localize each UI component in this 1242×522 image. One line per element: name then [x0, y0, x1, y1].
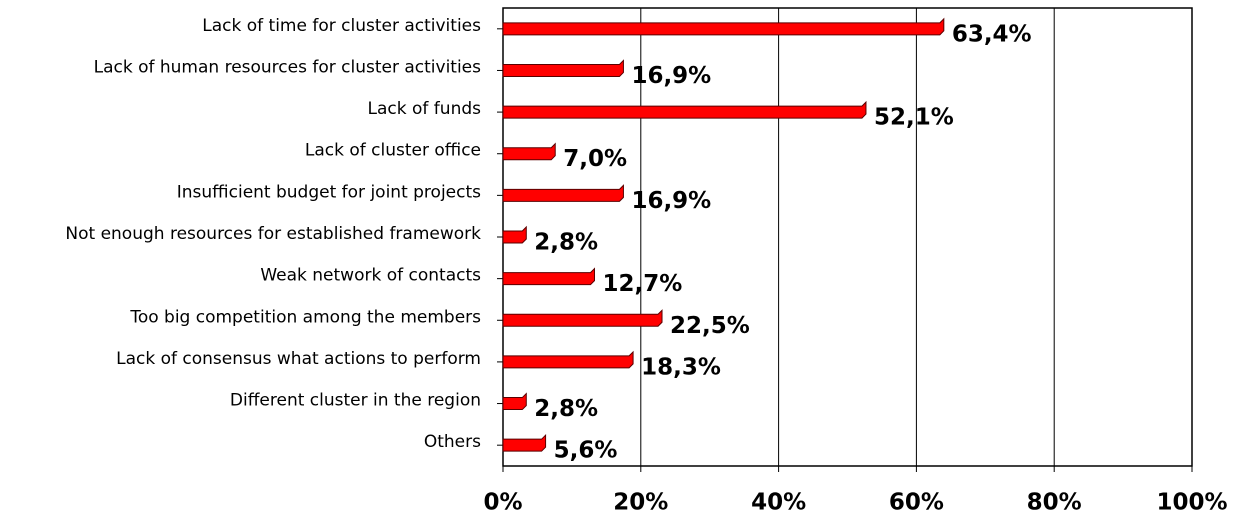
y-tick-label: Weak network of contacts [260, 266, 481, 286]
x-tick-label: 100% [1156, 490, 1227, 516]
value-label: 18,3% [641, 354, 721, 380]
bar [502, 17, 945, 36]
bar [502, 392, 527, 411]
bar [502, 184, 624, 202]
x-tick-label: 80% [1027, 490, 1082, 516]
y-tick-label: Others [424, 432, 481, 452]
y-tick-label: Too big competition among the members [129, 307, 481, 327]
value-label: 2,8% [534, 230, 598, 256]
value-label: 5,6% [554, 438, 618, 464]
value-label: 16,9% [631, 188, 711, 214]
bar [502, 142, 556, 161]
value-label: 7,0% [563, 146, 627, 172]
bar [502, 433, 547, 452]
value-label: 63,4% [952, 21, 1032, 47]
y-tick-label: Different cluster in the region [230, 391, 481, 411]
bar [502, 309, 663, 327]
value-label: 16,9% [631, 63, 711, 89]
y-tick-label: Insufficient budget for joint projects [177, 182, 481, 202]
y-tick-label: Lack of time for cluster activities [202, 16, 481, 36]
x-tick-label: 60% [889, 490, 944, 516]
bar [502, 350, 634, 369]
y-tick-label: Lack of human resources for cluster acti… [94, 57, 482, 77]
bar [502, 100, 867, 119]
value-label: 2,8% [534, 396, 598, 422]
value-label: 52,1% [874, 105, 954, 131]
bar [502, 59, 624, 77]
value-label: 12,7% [603, 271, 683, 297]
x-tick-label: 40% [751, 490, 806, 516]
value-label: 22,5% [670, 313, 750, 339]
bar [502, 225, 527, 244]
bar [502, 267, 596, 286]
x-tick-label: 0% [483, 490, 522, 516]
y-tick-label: Lack of cluster office [305, 141, 481, 161]
y-tick-label: Lack of funds [368, 99, 482, 119]
x-tick-label: 20% [613, 490, 668, 516]
y-tick-label: Not enough resources for established fra… [65, 224, 481, 244]
y-tick-label: Lack of consensus what actions to perfor… [116, 349, 481, 369]
